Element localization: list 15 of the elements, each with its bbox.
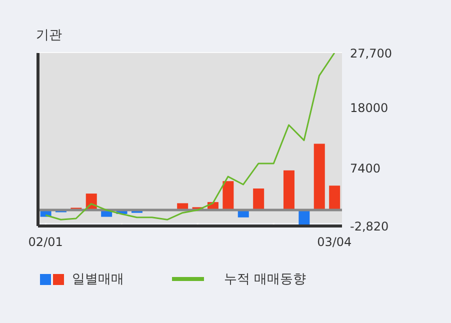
line-series [44,53,336,220]
y-tick-label: -2,820 [350,219,389,234]
legend-label: 누적 매매동향 [224,271,306,288]
legend-label: 일별매매 [72,271,124,288]
y-tick-label: 18000 [350,101,388,116]
bar [329,186,340,210]
bar [314,144,325,210]
y-tick-label: 7400 [350,161,381,176]
chart-title: 기관 [36,27,62,44]
bar [283,170,294,210]
bar [222,181,234,210]
y-tick-label: 27,700 [350,46,392,60]
x-tick-label: 02/01 [28,235,63,249]
x-tick-label: 03/04 [317,235,352,249]
bar [253,188,264,210]
